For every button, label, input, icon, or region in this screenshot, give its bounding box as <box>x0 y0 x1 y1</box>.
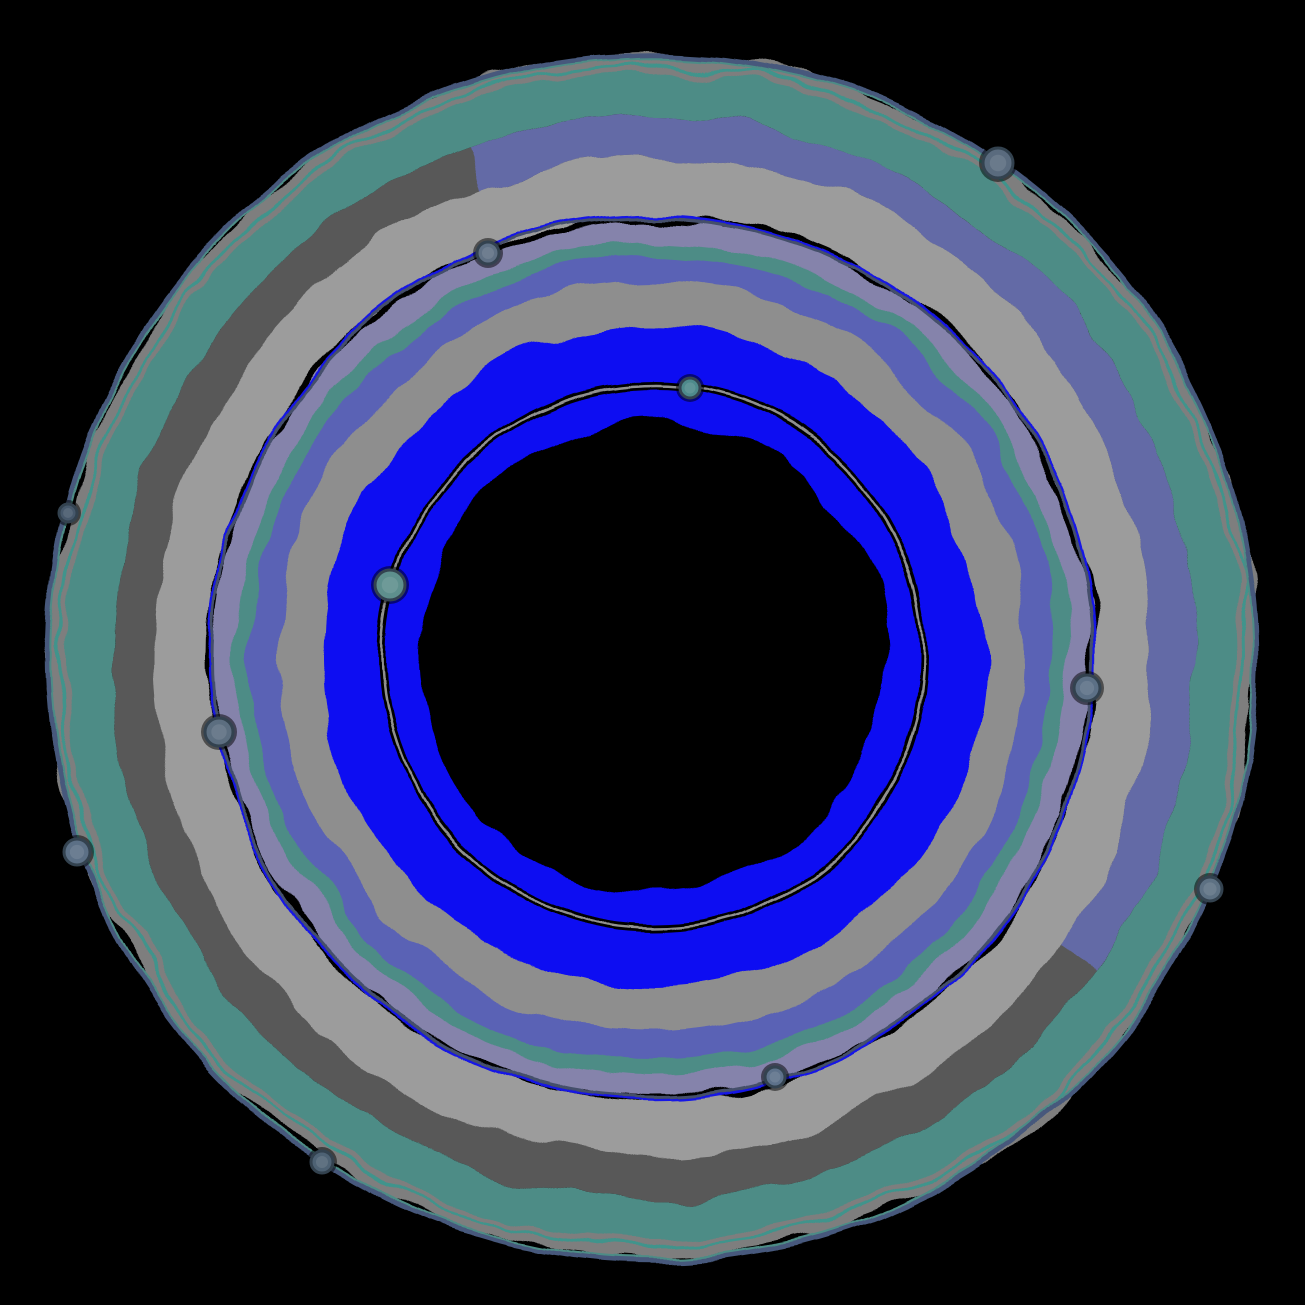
outer-edge-teal-fringe <box>50 54 1256 1260</box>
planet-node-highlight <box>1203 882 1217 896</box>
planet-node-highlight <box>315 1155 329 1169</box>
orbit-lines-group <box>46 50 1260 1264</box>
planet-node-highlight <box>69 844 85 860</box>
planet-node-outer <box>307 1147 337 1177</box>
thin-teal-ring <box>60 64 1246 1250</box>
planet-node-outer <box>979 144 1017 182</box>
planet-node-dot <box>373 568 407 602</box>
teal-band-inner <box>235 239 1071 1075</box>
planet-node-dot <box>475 240 501 266</box>
planet-node-dot <box>57 502 79 524</box>
planet-node-highlight <box>684 382 696 394</box>
teal-band-outer <box>67 71 1239 1243</box>
planet-node-dot <box>763 1065 787 1089</box>
planet-node-dot <box>1072 673 1102 703</box>
planet-node-dot <box>981 146 1015 180</box>
inner-orbit <box>381 385 925 929</box>
planet-node-highlight <box>989 154 1007 172</box>
planet-node-inner <box>676 374 704 402</box>
planet-node-middle <box>761 1063 789 1091</box>
planet-node-highlight <box>481 246 495 260</box>
middle-orbit <box>212 216 1094 1098</box>
gray-band-outer <box>51 55 1255 1259</box>
planet-node-middle <box>473 238 503 268</box>
planet-node-dot <box>678 376 702 400</box>
planet-node-highlight <box>211 724 227 740</box>
slate-arc-north <box>467 114 1196 969</box>
middle-orbit-blue-fringe <box>209 213 1097 1101</box>
planet-node-highlight <box>769 1071 781 1083</box>
light-gray-band <box>152 156 1154 1158</box>
planet-node-dot <box>203 716 235 748</box>
planet-node-outer <box>55 500 81 526</box>
outer-orbit-edge <box>46 50 1260 1264</box>
planet-node-middle <box>201 714 237 750</box>
purple-gray-band <box>215 219 1091 1095</box>
planet-node-dot <box>309 1149 335 1175</box>
ring-bands-group <box>51 55 1255 1259</box>
planet-node-inner <box>371 566 409 604</box>
planet-node-highlight <box>1079 680 1095 696</box>
planet-node-dot <box>62 837 92 867</box>
inner-orbit-halo <box>378 382 928 932</box>
planet-node-highlight <box>381 576 399 594</box>
planet-node-outer <box>60 835 94 869</box>
planet-node-dot <box>1196 875 1224 903</box>
planet-nodes-group <box>55 144 1226 1177</box>
inner-blue-band <box>320 324 986 990</box>
gray-band-1 <box>278 282 1028 1032</box>
planet-node-middle <box>1070 671 1104 705</box>
planet-node-highlight <box>63 508 73 518</box>
slate-blue-band <box>249 253 1057 1061</box>
planet-node-outer <box>1194 873 1226 905</box>
